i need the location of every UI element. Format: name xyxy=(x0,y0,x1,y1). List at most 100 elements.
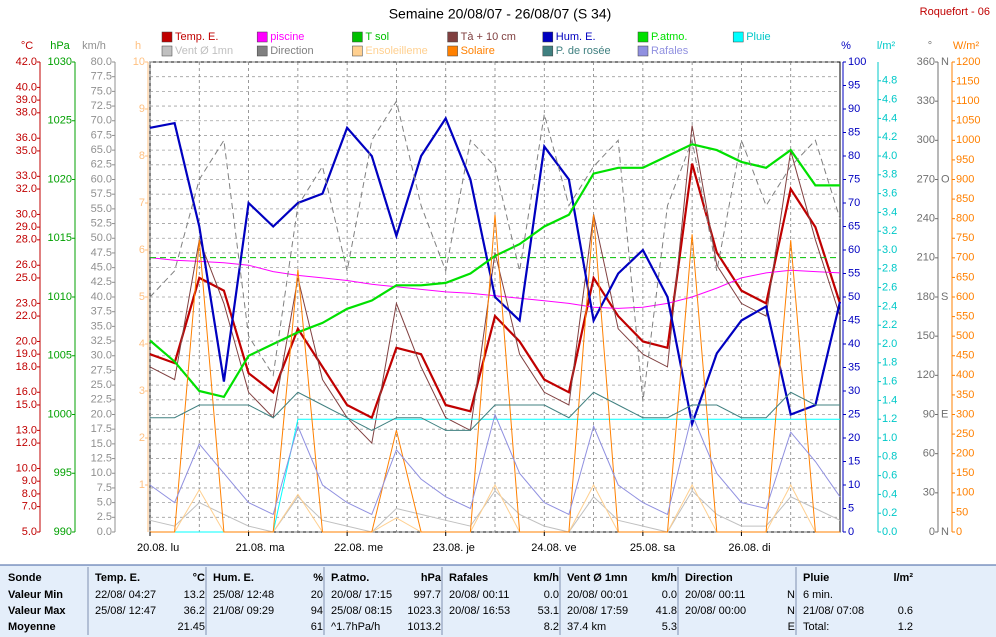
legend-label: P.atmo. xyxy=(651,31,688,43)
y-tick-label: 13.0 xyxy=(16,424,37,436)
axis-unit: W/m² xyxy=(953,40,980,52)
y-tick-label: 4.2 xyxy=(882,131,897,143)
table-cell: 21/08/ 09:29 xyxy=(213,605,274,617)
series-line xyxy=(149,99,841,402)
y-tick-label: 900 xyxy=(956,173,974,185)
legend-label: T sol xyxy=(365,31,389,43)
table-cell: N xyxy=(787,605,795,617)
y-tick-label: 50.0 xyxy=(91,232,112,244)
series-line xyxy=(149,490,841,533)
y-tick-label: 300 xyxy=(956,408,974,420)
y-tick-label: 3.4 xyxy=(882,206,897,218)
table-cell: 20/08/ 00:01 xyxy=(567,589,628,601)
y-tick-label: 5 xyxy=(848,502,854,514)
y-tick-label: 0 xyxy=(956,526,962,538)
table-cell: 41.8 xyxy=(656,605,677,617)
y-tick-label: 30.0 xyxy=(91,350,112,362)
y-tick-label: 10.0 xyxy=(16,462,37,474)
y-tick-label: 80 xyxy=(848,150,860,162)
y-tick-label: 25 xyxy=(848,408,860,420)
y-tick-label: 23.0 xyxy=(16,297,37,309)
y-tick-label: 77.5 xyxy=(91,71,112,83)
legend-label: Tà + 10 cm xyxy=(461,31,516,43)
table-cell: 20/08/ 17:15 xyxy=(331,589,392,601)
legend-swatch xyxy=(542,45,554,57)
y-tick-label: 1.0 xyxy=(882,432,897,444)
y-tick-label: 150 xyxy=(956,467,974,479)
table-cell: 25/08/ 08:15 xyxy=(331,605,392,617)
y-tick-label: 47.5 xyxy=(91,247,112,259)
legend-swatch xyxy=(161,31,173,43)
y-tick-label: 9.0 xyxy=(22,475,37,487)
y-tick-label: 35.0 xyxy=(16,145,37,157)
y-tick-label: 4.0 xyxy=(882,150,897,162)
series-line xyxy=(149,163,842,420)
y-tick-label: 2.4 xyxy=(882,300,897,312)
y-tick-label: 16.0 xyxy=(16,386,37,398)
y-tick-label: 8.0 xyxy=(22,488,37,500)
y-tick-label: 3.2 xyxy=(882,225,897,237)
y-tick-label: 4.6 xyxy=(882,94,897,106)
y-tick-label: 995 xyxy=(54,467,72,479)
y-tick-label: 6 xyxy=(139,244,145,256)
table-cell: 5.3 xyxy=(662,621,677,633)
y-tick-label: 75 xyxy=(848,173,860,185)
x-tick-label: 20.08. lu xyxy=(137,542,179,554)
table-cell: 36.2 xyxy=(184,605,205,617)
series-line xyxy=(149,412,841,516)
y-tick-label: 5.0 xyxy=(22,526,37,538)
table-cell: 1.2 xyxy=(898,621,913,633)
x-tick-label: 21.08. ma xyxy=(236,542,286,554)
table-cell: 20/08/ 00:11 xyxy=(685,589,745,601)
y-tick-label: 45 xyxy=(848,314,860,326)
axis-unit: h xyxy=(135,40,141,52)
table-cell: 0.0 xyxy=(544,589,559,601)
y-tick-label: 60 xyxy=(923,448,935,460)
y-tick-label: 0 xyxy=(929,526,935,538)
table-header: °C xyxy=(193,572,205,584)
table-row-label: Valeur Min xyxy=(8,589,63,601)
series-line xyxy=(149,143,840,399)
table-cell: 37.4 km xyxy=(567,621,606,633)
y-tick-label: 350 xyxy=(956,389,974,401)
y-tick-label: 330 xyxy=(917,95,935,107)
y-tick-label: 15.0 xyxy=(16,399,37,411)
series-line xyxy=(150,214,840,533)
table-cell: 997.7 xyxy=(413,589,441,601)
y-tick-label: 38.0 xyxy=(16,107,37,119)
y-tick-label: 2.2 xyxy=(882,319,897,331)
legend-label: Direction xyxy=(270,45,313,57)
table-cell: 1013.2 xyxy=(407,621,441,633)
y-tick-label: 0.8 xyxy=(882,451,897,463)
y-tick-label: 40.0 xyxy=(16,81,37,93)
y-tick-point: N xyxy=(941,526,949,538)
x-tick-label: 23.08. je xyxy=(433,542,475,554)
y-tick-label: 25.0 xyxy=(91,379,112,391)
table-cell: 53.1 xyxy=(538,605,559,617)
y-tick-label: 850 xyxy=(956,193,974,205)
y-tick-label: 450 xyxy=(956,350,974,362)
y-tick-label: 150 xyxy=(917,330,935,342)
table-cell: 8.2 xyxy=(544,621,559,633)
y-tick-label: 55.0 xyxy=(91,203,112,215)
table-cell: 1023.3 xyxy=(407,605,441,617)
table-cell: 21.45 xyxy=(177,621,205,633)
table-header: l/m² xyxy=(893,572,913,584)
y-tick-label: 300 xyxy=(917,134,935,146)
y-tick-label: 120 xyxy=(917,369,935,381)
series xyxy=(149,99,842,533)
table-cell: ^1.7hPa/h xyxy=(331,621,380,633)
y-tick-label: 1200 xyxy=(956,56,980,68)
y-tick-label: 1050 xyxy=(956,115,980,127)
y-tick-label: 990 xyxy=(54,526,72,538)
y-tick-label: 19.0 xyxy=(16,348,37,360)
series-line xyxy=(150,391,840,431)
y-tick-label: 240 xyxy=(917,213,935,225)
axis-unit: °C xyxy=(21,40,33,52)
y-tick-label: 60 xyxy=(848,244,860,256)
table-header: km/h xyxy=(651,572,677,584)
y-tick-label: 8 xyxy=(139,150,145,162)
y-tick-label: 3.6 xyxy=(882,188,897,200)
axes: 20.08. lu 21.08. ma 22.08. me 23.08. je 24.0… xyxy=(16,40,981,554)
station-name: Roquefort - 06 xyxy=(920,6,990,18)
